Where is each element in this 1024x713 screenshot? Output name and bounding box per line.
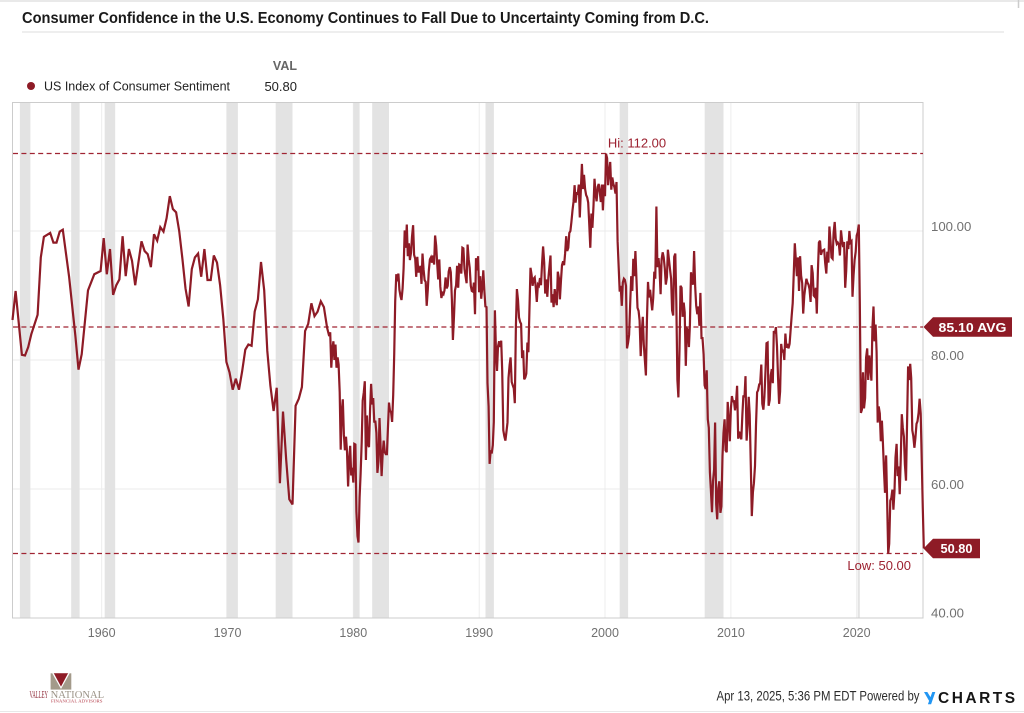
svg-text:NATIONAL: NATIONAL: [51, 689, 105, 701]
svg-text:CHARTS: CHARTS: [938, 690, 1018, 707]
svg-text:Hi: 112.00: Hi: 112.00: [608, 136, 666, 151]
svg-text:85.10 AVG: 85.10 AVG: [939, 320, 1007, 335]
svg-text:50.80: 50.80: [264, 79, 297, 94]
svg-text:1970: 1970: [214, 626, 242, 640]
svg-text:80.00: 80.00: [931, 348, 964, 363]
svg-text:VALLEY: VALLEY: [30, 689, 49, 701]
svg-text:VAL: VAL: [273, 59, 297, 73]
svg-text:40.00: 40.00: [931, 606, 964, 621]
svg-text:Low: 50.00: Low: 50.00: [847, 558, 911, 573]
svg-text:US Index of Consumer Sentiment: US Index of Consumer Sentiment: [44, 79, 230, 94]
svg-text:Consumer Confidence in the U.S: Consumer Confidence in the U.S. Economy …: [22, 10, 709, 27]
svg-text:2020: 2020: [843, 626, 871, 640]
svg-text:2000: 2000: [591, 626, 619, 640]
svg-text:FINANCIAL ADVISORS: FINANCIAL ADVISORS: [51, 700, 103, 704]
svg-text:2010: 2010: [717, 626, 745, 640]
svg-text:1990: 1990: [465, 626, 493, 640]
svg-text:100.00: 100.00: [931, 219, 971, 234]
svg-text:1980: 1980: [339, 626, 367, 640]
svg-text:60.00: 60.00: [931, 477, 964, 492]
svg-text:Apr 13, 2025, 5:36 PM EDT Powe: Apr 13, 2025, 5:36 PM EDT Powered by: [717, 689, 920, 704]
svg-text:50.80: 50.80: [941, 541, 973, 556]
svg-text:1960: 1960: [88, 626, 116, 640]
